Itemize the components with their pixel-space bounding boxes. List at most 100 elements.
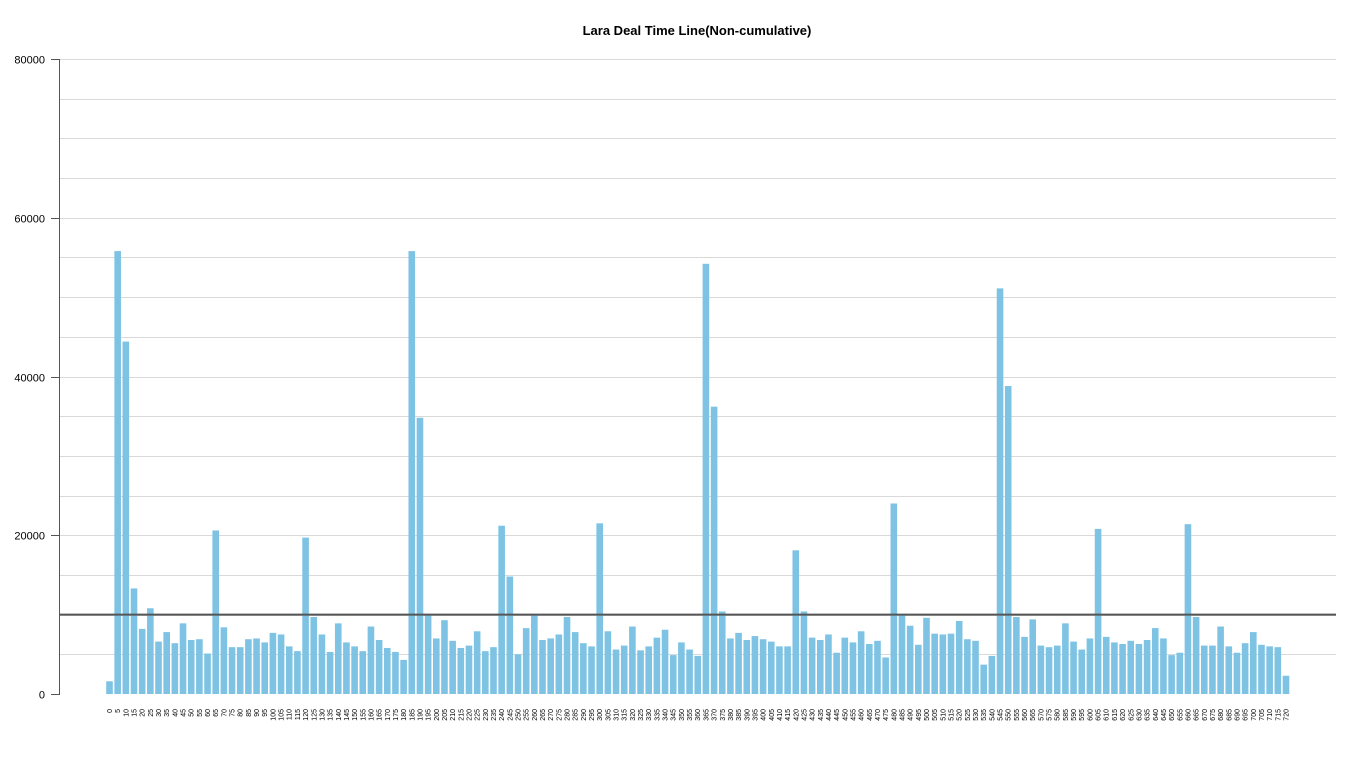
x-tick-label: 450 <box>842 709 849 721</box>
x-tick-label: 550 <box>1006 709 1013 721</box>
x-tick-label: 320 <box>630 709 637 721</box>
x-tick-label: 570 <box>1038 709 1045 721</box>
bar <box>204 653 211 694</box>
x-tick-label: 555 <box>1014 709 1021 721</box>
bar <box>571 632 579 694</box>
x-tick-label: 390 <box>744 709 751 721</box>
bar <box>138 628 146 694</box>
bar <box>808 637 816 694</box>
bar <box>931 633 938 694</box>
bar <box>776 646 783 695</box>
bar <box>220 627 228 694</box>
bar <box>1192 617 1200 694</box>
bar <box>351 646 358 695</box>
x-tick-label: 410 <box>777 709 784 721</box>
x-tick-label: 465 <box>867 709 874 721</box>
x-tick-label: 60 <box>205 709 212 717</box>
bar <box>1053 645 1061 694</box>
x-tick-label: 500 <box>924 709 931 721</box>
x-tick-label: 295 <box>589 709 596 721</box>
bar <box>1274 647 1282 694</box>
x-tick-label: 375 <box>720 709 727 721</box>
x-tick-label: 670 <box>1202 709 1209 721</box>
x-tick-label: 720 <box>1283 709 1290 721</box>
bar <box>1029 619 1037 694</box>
x-tick-label: 675 <box>1210 709 1217 721</box>
bar <box>939 634 947 694</box>
x-tick-label: 305 <box>605 709 612 721</box>
bar <box>678 642 685 694</box>
x-tick-label: 510 <box>940 709 947 721</box>
bar <box>245 639 252 694</box>
bar <box>155 641 162 694</box>
x-tick-label: 470 <box>875 709 882 721</box>
bar <box>759 639 767 694</box>
bar <box>1151 628 1159 694</box>
bar <box>767 641 775 694</box>
x-tick-label: 370 <box>712 709 719 721</box>
x-tick-label: 430 <box>810 709 817 721</box>
bar <box>294 651 301 694</box>
x-tick-label: 285 <box>573 709 580 721</box>
x-tick-label: 165 <box>377 709 384 721</box>
x-tick-label: 340 <box>663 709 670 721</box>
bar <box>906 625 914 694</box>
x-tick-label: 255 <box>524 709 531 721</box>
x-tick-label: 145 <box>344 709 351 721</box>
y-tick-label: 20000 <box>14 531 45 543</box>
bar <box>955 620 963 694</box>
bar <box>318 634 326 694</box>
bar <box>130 588 138 694</box>
bar <box>612 649 620 694</box>
x-tick-label: 210 <box>450 709 457 721</box>
bar <box>465 645 473 694</box>
x-tick-label: 640 <box>1153 709 1160 721</box>
bar <box>1004 386 1012 694</box>
bar <box>1168 655 1175 694</box>
x-tick-label: 35 <box>164 709 171 717</box>
x-tick-label: 435 <box>818 709 825 721</box>
x-tick-label: 115 <box>295 709 302 720</box>
x-tick-label: 175 <box>393 709 400 721</box>
x-tick-label: 45 <box>181 709 188 717</box>
bar <box>1184 524 1192 694</box>
bar <box>988 655 996 694</box>
bar <box>114 251 121 694</box>
x-tick-label: 460 <box>859 709 866 721</box>
bar <box>874 640 881 694</box>
x-tick-label: 600 <box>1087 709 1094 721</box>
x-tick-label: 515 <box>949 709 956 721</box>
bar <box>1217 626 1224 694</box>
x-tick-label: 490 <box>908 709 915 721</box>
x-tick-label: 25 <box>148 709 155 717</box>
x-tick-label: 525 <box>965 709 972 721</box>
bar <box>727 638 734 694</box>
x-tick-label: 195 <box>426 709 433 721</box>
x-tick-label: 180 <box>401 709 408 721</box>
x-tick-label: 365 <box>703 709 710 721</box>
x-tick-label: 400 <box>761 709 768 721</box>
bar <box>1045 647 1053 694</box>
x-tick-label: 575 <box>1047 709 1054 721</box>
bar <box>179 623 187 694</box>
x-tick-label: 105 <box>279 709 286 721</box>
x-tick-label: 140 <box>336 709 343 721</box>
x-tick-label: 20 <box>140 709 147 717</box>
x-tick-label: 565 <box>1030 709 1037 721</box>
y-tick-label: 40000 <box>14 373 45 385</box>
x-tick-label: 625 <box>1128 709 1135 721</box>
bar <box>580 643 587 694</box>
bar <box>702 263 710 694</box>
bars <box>106 251 1290 695</box>
bar <box>743 640 751 694</box>
bar <box>416 417 424 694</box>
bar <box>171 643 179 694</box>
bar <box>964 639 971 694</box>
bar <box>1070 641 1077 694</box>
x-tick-label: 680 <box>1218 709 1225 721</box>
x-tick-label: 130 <box>319 709 326 721</box>
x-tick-label: 705 <box>1259 709 1266 721</box>
x-tick-label: 155 <box>360 709 367 721</box>
bar <box>1037 645 1045 694</box>
x-tick-label: 50 <box>189 709 196 717</box>
